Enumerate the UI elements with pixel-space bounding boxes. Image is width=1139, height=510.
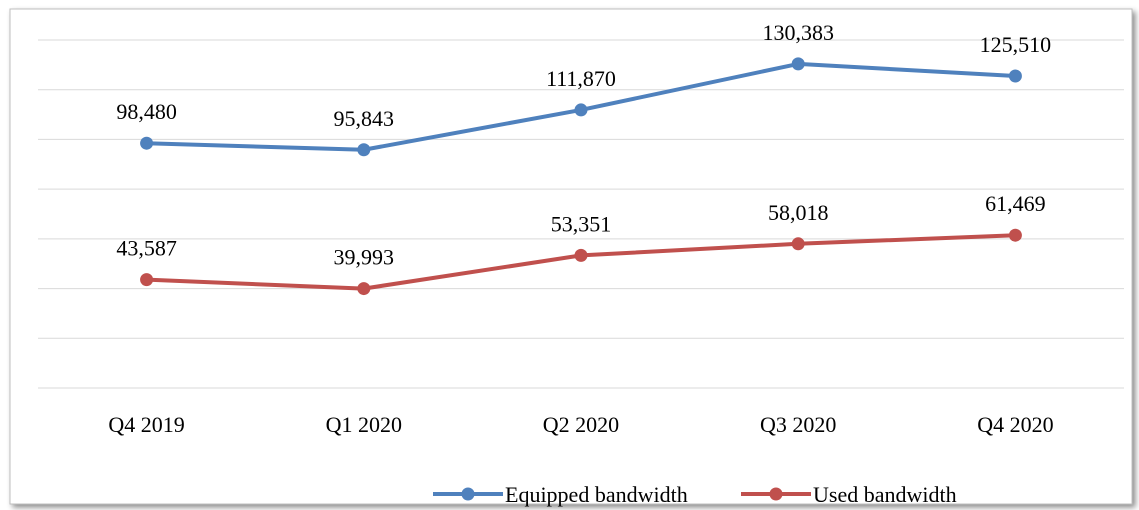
- legend-item: Equipped bandwidth: [433, 482, 688, 507]
- data-label: 58,018: [768, 200, 829, 225]
- legend-label: Equipped bandwidth: [505, 482, 688, 507]
- data-label: 111,870: [546, 66, 616, 91]
- legend-marker: [461, 487, 475, 501]
- data-point: [357, 143, 371, 157]
- data-point: [140, 273, 154, 287]
- legend-label: Used bandwidth: [813, 482, 957, 507]
- legend: Equipped bandwidth Used bandwidth: [433, 482, 957, 507]
- data-label: 39,993: [334, 245, 395, 270]
- x-tick-label: Q4 2019: [108, 412, 184, 437]
- data-label: 95,843: [334, 106, 395, 131]
- data-label: 61,469: [985, 191, 1046, 216]
- x-tick-label: Q3 2020: [760, 412, 836, 437]
- data-point: [791, 237, 805, 251]
- data-point: [1008, 228, 1022, 242]
- x-tick-label: Q4 2020: [977, 412, 1053, 437]
- data-point: [1008, 69, 1022, 83]
- data-point: [574, 248, 588, 262]
- data-label: 53,351: [551, 211, 612, 236]
- data-point: [357, 282, 371, 296]
- x-tick-label: Q2 2020: [543, 412, 619, 437]
- data-label: 43,587: [116, 236, 177, 261]
- data-labels: 98,480 95,843 111,870 130,383 125,510 43,587 3…: [116, 20, 1051, 270]
- data-label: 130,383: [762, 20, 834, 45]
- x-tick-label: Q1 2020: [326, 412, 402, 437]
- data-point: [140, 136, 154, 150]
- series-lines: [140, 57, 1022, 296]
- x-axis-tick-labels: Q4 2019 Q1 2020 Q2 2020 Q3 2020 Q4 2020: [108, 412, 1053, 437]
- legend-item: Used bandwidth: [741, 482, 957, 507]
- gridlines: [38, 39, 1124, 389]
- data-point: [791, 57, 805, 71]
- data-label: 125,510: [980, 32, 1052, 57]
- data-label: 98,480: [116, 99, 177, 124]
- legend-marker: [769, 487, 783, 501]
- data-point: [574, 103, 588, 117]
